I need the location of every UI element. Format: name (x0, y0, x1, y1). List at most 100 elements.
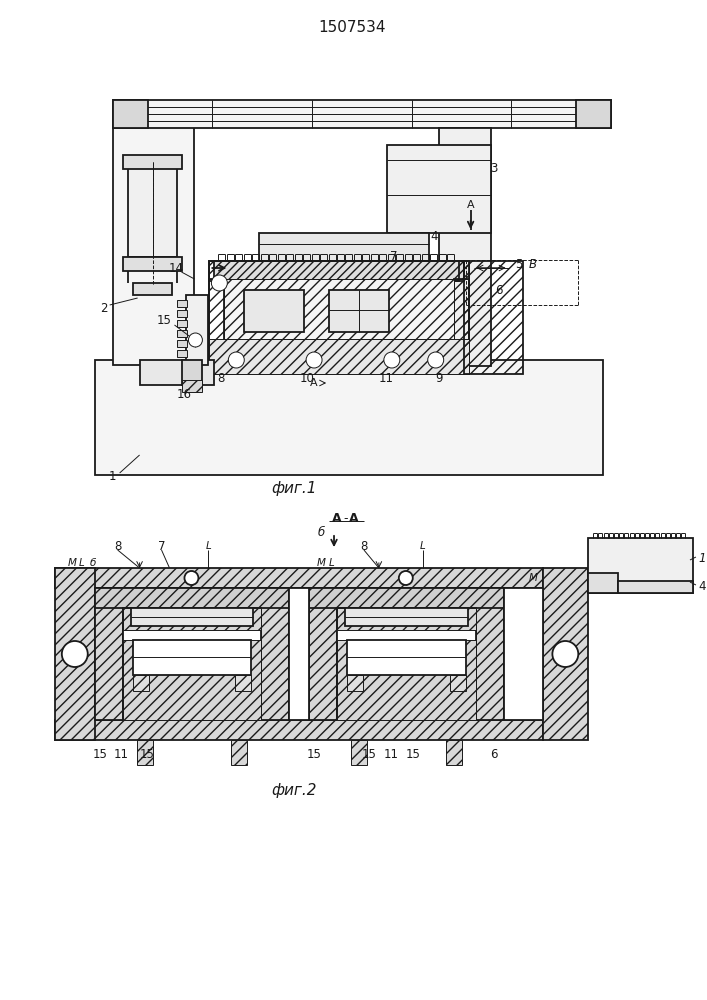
Bar (177, 300, 187, 307)
Bar (209, 261, 459, 281)
Bar (122, 155, 182, 169)
Bar (182, 360, 202, 385)
Bar (345, 608, 467, 626)
Bar (128, 162, 177, 257)
Circle shape (552, 641, 578, 667)
Bar (387, 145, 491, 233)
Text: 11: 11 (378, 371, 393, 384)
Bar (177, 320, 187, 327)
Text: B: B (528, 257, 537, 270)
Text: 7: 7 (390, 249, 397, 262)
Text: 15: 15 (140, 748, 155, 762)
Text: 6: 6 (495, 284, 502, 296)
Text: 15: 15 (405, 748, 420, 762)
Bar (139, 360, 214, 385)
Circle shape (228, 352, 245, 368)
Text: L: L (329, 558, 335, 568)
Bar (259, 233, 428, 261)
Text: 4: 4 (698, 580, 706, 592)
Bar (544, 568, 588, 740)
Text: 8: 8 (114, 540, 122, 552)
Bar (177, 340, 187, 347)
Bar (177, 330, 187, 337)
Bar (337, 608, 476, 630)
Bar (133, 640, 251, 675)
Bar (347, 640, 466, 675)
Text: б: б (317, 526, 325, 538)
Bar (55, 568, 95, 740)
Bar (209, 261, 469, 279)
Text: L: L (420, 541, 426, 551)
Bar (136, 740, 153, 765)
Circle shape (185, 571, 199, 585)
Text: 2: 2 (100, 302, 107, 314)
Circle shape (211, 275, 228, 291)
Bar (209, 339, 469, 374)
Text: б: б (90, 558, 96, 568)
Text: 8: 8 (361, 540, 368, 552)
Bar (618, 581, 693, 593)
Text: фиг.1: фиг.1 (271, 481, 317, 495)
Circle shape (399, 571, 413, 585)
Text: 9: 9 (435, 371, 443, 384)
Bar (588, 538, 693, 593)
Bar (55, 568, 544, 588)
Text: 10: 10 (300, 371, 315, 384)
Bar (245, 290, 304, 332)
Text: 4: 4 (431, 231, 438, 243)
Bar (209, 261, 469, 374)
Text: 3: 3 (491, 161, 498, 174)
Bar (439, 128, 491, 366)
Bar (177, 350, 187, 357)
Text: M: M (529, 573, 538, 583)
Text: 5: 5 (515, 257, 522, 270)
Text: 11: 11 (383, 748, 398, 762)
Text: 15: 15 (93, 748, 107, 762)
Bar (133, 675, 148, 691)
Bar (55, 720, 544, 740)
Circle shape (189, 333, 202, 347)
Bar (337, 608, 476, 720)
Bar (588, 573, 618, 593)
Bar (464, 261, 523, 374)
Text: L: L (206, 541, 211, 551)
Bar (112, 100, 611, 128)
Text: A: A (310, 378, 318, 388)
Text: 16: 16 (177, 388, 192, 401)
Text: M: M (317, 558, 325, 568)
Bar (454, 279, 469, 374)
Bar (337, 640, 476, 720)
Text: 11: 11 (114, 748, 129, 762)
Bar (122, 640, 261, 720)
Text: M: M (67, 558, 76, 568)
Circle shape (306, 352, 322, 368)
Bar (112, 125, 194, 365)
Bar (122, 608, 261, 720)
Text: -: - (344, 512, 349, 526)
Bar (261, 588, 289, 720)
Text: 15: 15 (361, 748, 376, 762)
Bar (95, 360, 603, 475)
Text: 15: 15 (157, 314, 172, 326)
Text: 15: 15 (307, 748, 322, 762)
Bar (445, 740, 462, 765)
Bar (133, 283, 173, 295)
Text: A: A (349, 512, 358, 526)
Bar (351, 740, 367, 765)
Bar (309, 588, 503, 608)
Bar (177, 310, 187, 317)
Bar (347, 675, 363, 691)
Text: L: L (79, 558, 85, 568)
Bar (231, 740, 247, 765)
Bar (95, 588, 122, 720)
Bar (112, 100, 148, 128)
Bar (476, 588, 503, 720)
Circle shape (428, 352, 444, 368)
Bar (182, 380, 202, 392)
Bar (224, 279, 454, 339)
Bar (235, 675, 251, 691)
Bar (122, 257, 182, 271)
Circle shape (62, 641, 88, 667)
Text: 14: 14 (169, 262, 184, 275)
Text: 6: 6 (490, 748, 497, 762)
